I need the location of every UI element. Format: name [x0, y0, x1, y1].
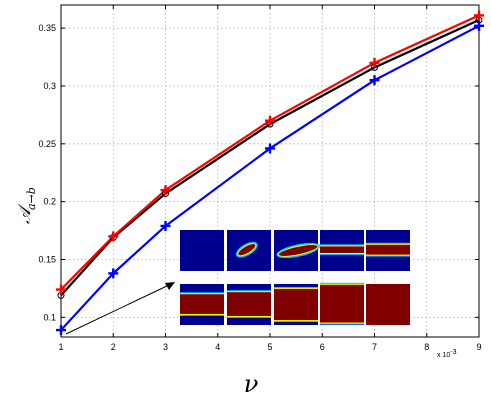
y-tick-label: 0.15	[38, 254, 56, 264]
x-tick-label: 6	[320, 342, 325, 352]
inset-blob	[278, 245, 318, 256]
tick-labels: 1 2 3 4 5 6 7 8 9 0.1 0.15 0.2 0.25 0.3 0.35	[38, 23, 481, 352]
series-line	[60, 19, 480, 297]
series-markers	[56, 10, 484, 336]
y-axis-label-main: 𝒜	[15, 203, 35, 224]
inset-panel	[366, 284, 410, 325]
inset-arrow-line	[65, 284, 170, 335]
y-axis-label-sub: a→b	[25, 187, 38, 210]
x-tick-label: 3	[163, 342, 168, 352]
inset-band	[180, 294, 224, 314]
inset-panel-bg	[180, 230, 224, 271]
inset-panel	[180, 230, 224, 271]
data-point	[108, 268, 119, 279]
data-point	[160, 185, 171, 196]
series-line	[60, 24, 480, 331]
inset-panel	[227, 284, 271, 325]
data-point	[369, 57, 380, 68]
y-tick-label: 0.3	[43, 81, 56, 91]
inset-band	[366, 244, 410, 255]
inset-band	[366, 284, 410, 325]
y-tick-label: 0.25	[38, 139, 56, 149]
x-tick-label: 8	[424, 342, 429, 352]
x-tick-label: 5	[267, 342, 272, 352]
y-tick-label: 0.35	[38, 23, 56, 33]
inset-blob	[238, 244, 256, 256]
inset-panel	[320, 282, 364, 325]
inset-band	[227, 292, 271, 316]
data-point	[474, 20, 484, 31]
inset-panel	[274, 284, 318, 325]
inset-image-panels	[65, 230, 410, 335]
inset-arrow-head	[165, 282, 175, 290]
x-axis-label: ν	[244, 370, 259, 398]
x-tick-label: 1	[58, 342, 63, 352]
x-scale-note: x 10-3	[437, 349, 457, 359]
inset-panel	[227, 230, 271, 271]
data-point	[265, 115, 275, 126]
inset-panel	[180, 284, 224, 325]
series-lines	[60, 14, 480, 331]
x-tick-label: 7	[372, 342, 377, 352]
inset-panel	[320, 230, 364, 271]
series-line	[60, 14, 480, 291]
inset-panel	[366, 230, 410, 271]
y-axis-label: 𝒜 a→b	[15, 187, 38, 224]
x-tick-label: 2	[111, 342, 116, 352]
data-point	[56, 325, 66, 336]
axes	[60, 4, 480, 338]
inset-panel	[274, 230, 321, 271]
inset-band	[320, 246, 364, 253]
data-point	[369, 75, 380, 86]
data-point	[265, 143, 275, 154]
inset-band	[320, 284, 364, 323]
x-tick-label: 4	[215, 342, 220, 352]
data-point	[474, 10, 484, 21]
data-point	[160, 220, 171, 231]
x-tick-label: 9	[476, 342, 481, 352]
y-tick-label: 0.2	[43, 197, 56, 207]
inset-band	[274, 288, 318, 321]
y-tick-label: 0.1	[43, 312, 56, 322]
data-point	[108, 231, 119, 242]
data-point	[56, 284, 66, 295]
grid	[60, 5, 480, 337]
